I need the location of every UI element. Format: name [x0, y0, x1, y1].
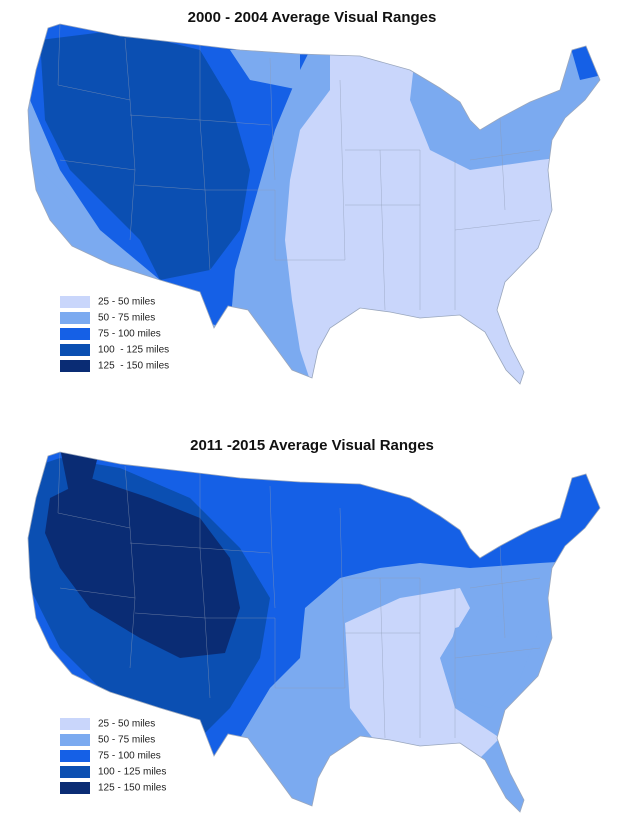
legend-label: 100 - 125 miles [98, 345, 169, 356]
legend-label: 25 - 50 miles [98, 297, 155, 308]
legend-label: 75 - 100 miles [98, 329, 161, 340]
range-zone [45, 452, 240, 658]
legend-swatch [60, 766, 90, 778]
legend-swatch [60, 328, 90, 340]
legend-swatch [60, 750, 90, 762]
legend-label: 50 - 75 miles [98, 313, 155, 324]
legend-label: 125 - 150 miles [98, 361, 169, 372]
map-title: 2000 - 2004 Average Visual Ranges [188, 9, 437, 26]
range-zone [345, 588, 500, 758]
legend-swatch [60, 344, 90, 356]
legend-swatch [60, 734, 90, 746]
legend: 25 - 50 miles 50 - 75 miles 75 - 100 miles… [60, 718, 166, 794]
map-body [27, 23, 601, 385]
map: 2000 - 2004 Average Visual Ranges 25 - 5… [27, 9, 601, 385]
map-body [27, 451, 601, 813]
legend-swatch [60, 782, 90, 794]
legend-swatch [60, 296, 90, 308]
legend-swatch [60, 360, 90, 372]
legend-label: 125 - 150 miles [98, 783, 166, 794]
legend-label: 25 - 50 miles [98, 719, 155, 730]
map-title: 2011 -2015 Average Visual Ranges [190, 437, 434, 454]
legend-label: 100 - 125 miles [98, 767, 166, 778]
range-zone [40, 30, 250, 280]
legend-swatch [60, 718, 90, 730]
legend-label: 75 - 100 miles [98, 751, 161, 762]
range-zone [445, 613, 540, 708]
legend-label: 50 - 75 miles [98, 735, 155, 746]
legend: 25 - 50 miles 50 - 75 miles 75 - 100 miles… [60, 296, 169, 372]
legend-swatch [60, 312, 90, 324]
map: 2011 -2015 Average Visual Ranges 25 - 50… [27, 437, 601, 813]
